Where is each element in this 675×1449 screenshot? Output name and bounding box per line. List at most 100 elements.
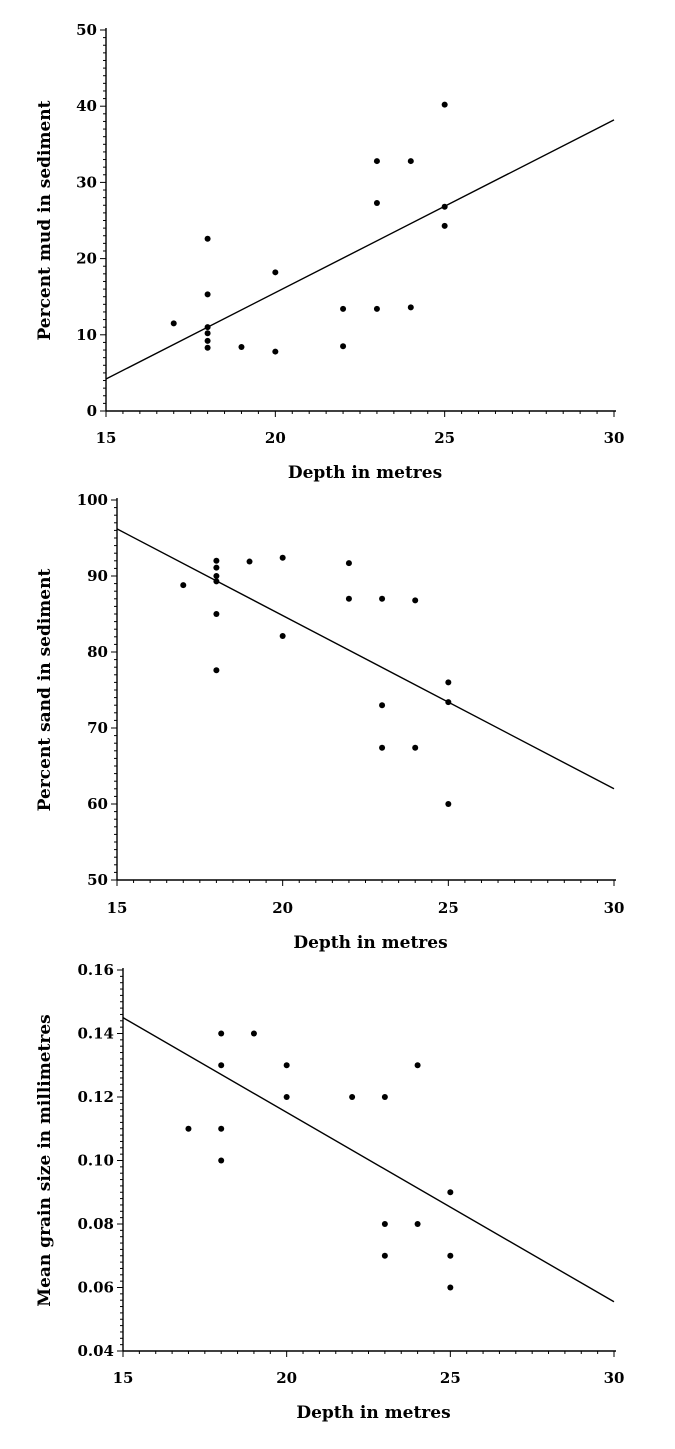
data-point bbox=[218, 1062, 225, 1069]
data-point bbox=[381, 1094, 388, 1100]
data-point bbox=[213, 611, 220, 617]
data-point bbox=[373, 305, 380, 312]
data-point bbox=[218, 1030, 225, 1037]
data-point bbox=[204, 235, 211, 242]
data-point bbox=[414, 1062, 421, 1069]
data-point bbox=[407, 158, 414, 165]
data-point bbox=[218, 1157, 225, 1164]
data-point bbox=[447, 1252, 454, 1259]
x-tick-label: 15 bbox=[107, 899, 128, 917]
chart-sand: 50 60 70 80 90 100 15 20 25 30 Depth in metres Perc… bbox=[35, 491, 624, 953]
data-point bbox=[345, 560, 352, 567]
y-tick-label: 0.08 bbox=[77, 1215, 114, 1233]
x-tick-label: 20 bbox=[276, 1369, 297, 1387]
data-point bbox=[204, 337, 211, 344]
y-tick-label: 0.04 bbox=[77, 1342, 114, 1360]
y-tick-label: 0 bbox=[87, 402, 97, 420]
data-point bbox=[204, 344, 211, 351]
regression-line bbox=[122, 1017, 615, 1303]
y-tick-label: 30 bbox=[76, 173, 97, 191]
data-point bbox=[412, 744, 419, 751]
data-point bbox=[213, 573, 220, 579]
y-axis-title: Percent sand in sediment bbox=[35, 569, 55, 812]
y-tick-label: 10 bbox=[76, 326, 97, 344]
y-tick-label: 0.10 bbox=[77, 1152, 114, 1170]
data-point bbox=[279, 554, 286, 561]
data-point bbox=[381, 1221, 388, 1227]
regression-line bbox=[105, 119, 615, 380]
chart-mud: 0 10 20 30 40 50 15 20 25 30 Depth in metres Percen… bbox=[35, 21, 624, 483]
y-tick-label: 100 bbox=[77, 491, 108, 509]
data-point bbox=[445, 801, 452, 807]
y-tick-label: 20 bbox=[76, 250, 97, 268]
data-point bbox=[340, 305, 347, 312]
data-point bbox=[283, 1094, 290, 1100]
y-tick-label: 50 bbox=[87, 871, 108, 889]
data-point bbox=[204, 324, 211, 331]
regression-line bbox=[116, 528, 615, 790]
x-axis-title: Depth in metres bbox=[288, 463, 442, 483]
data-point bbox=[379, 702, 386, 709]
data-point bbox=[407, 304, 414, 311]
data-point bbox=[213, 557, 220, 564]
data-point bbox=[213, 564, 220, 571]
x-tick-label: 25 bbox=[434, 429, 455, 447]
x-axis-title: Depth in metres bbox=[296, 1403, 450, 1423]
data-point bbox=[373, 199, 380, 206]
x-tick-label: 15 bbox=[96, 429, 117, 447]
data-point bbox=[340, 343, 347, 350]
y-tick-label: 70 bbox=[87, 719, 108, 737]
y-tick-label: 0.16 bbox=[77, 961, 114, 979]
x-tick-label: 15 bbox=[113, 1369, 134, 1387]
data-point bbox=[445, 679, 452, 686]
data-point bbox=[180, 582, 187, 589]
data-point bbox=[238, 343, 245, 350]
data-point bbox=[250, 1030, 257, 1037]
data-point bbox=[445, 699, 452, 706]
data-point bbox=[412, 597, 419, 604]
data-point bbox=[213, 667, 220, 674]
data-point bbox=[283, 1062, 290, 1069]
data-point bbox=[379, 744, 386, 751]
y-tick-label: 80 bbox=[87, 643, 108, 661]
data-point bbox=[204, 330, 211, 337]
data-point bbox=[170, 320, 177, 327]
data-point bbox=[414, 1221, 421, 1227]
data-point bbox=[272, 348, 279, 355]
x-tick-label: 25 bbox=[440, 1369, 461, 1387]
data-point bbox=[447, 1284, 454, 1291]
y-tick-label: 50 bbox=[76, 21, 97, 39]
data-point bbox=[381, 1252, 388, 1259]
x-tick-label: 25 bbox=[438, 899, 459, 917]
data-point bbox=[218, 1125, 225, 1132]
data-point bbox=[447, 1189, 454, 1196]
y-tick-label: 0.14 bbox=[77, 1025, 114, 1043]
data-point bbox=[441, 203, 448, 210]
y-tick-label: 40 bbox=[76, 97, 97, 115]
x-tick-label: 30 bbox=[604, 899, 625, 917]
data-point bbox=[349, 1094, 356, 1100]
data-point bbox=[441, 101, 448, 108]
y-tick-label: 60 bbox=[87, 795, 108, 813]
y-tick-label: 90 bbox=[87, 567, 108, 585]
data-point bbox=[345, 595, 352, 602]
data-point bbox=[185, 1125, 192, 1132]
y-axis-title: Percent mud in sediment bbox=[35, 100, 55, 340]
data-point bbox=[213, 578, 220, 585]
data-point bbox=[373, 158, 380, 165]
data-point bbox=[204, 291, 211, 298]
data-point bbox=[279, 633, 286, 640]
x-axis-title: Depth in metres bbox=[293, 933, 447, 953]
data-point bbox=[272, 269, 279, 276]
x-tick-label: 20 bbox=[272, 899, 293, 917]
data-point bbox=[379, 595, 386, 602]
x-tick-label: 30 bbox=[604, 1369, 625, 1387]
x-tick-label: 30 bbox=[604, 429, 625, 447]
y-axis-title: Mean grain size in millimetres bbox=[35, 1014, 55, 1307]
y-tick-label: 0.06 bbox=[77, 1279, 114, 1297]
y-tick-label: 0.12 bbox=[77, 1088, 114, 1106]
data-point bbox=[441, 222, 448, 229]
chart-grain: 0.04 0.06 0.08 0.10 0.12 0.14 0.16 15 20 25 30 Dept… bbox=[35, 961, 624, 1423]
x-tick-label: 20 bbox=[265, 429, 286, 447]
